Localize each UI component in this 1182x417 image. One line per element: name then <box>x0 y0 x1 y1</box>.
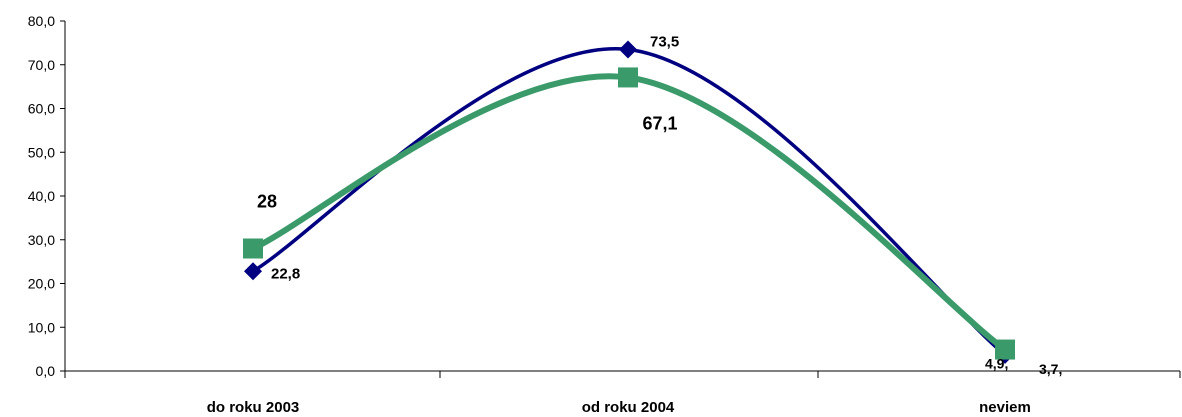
y-tick-label: 80,0 <box>28 13 55 29</box>
y-tick-label: 0,0 <box>36 363 56 379</box>
series-lines <box>250 47 1008 357</box>
y-tick-label: 60,0 <box>28 101 55 117</box>
series-a-data-label: 3,7, <box>1039 361 1062 377</box>
series-a-point <box>619 40 637 59</box>
x-tick-label: do roku 2003 <box>207 399 300 416</box>
series-a-line <box>251 47 1007 357</box>
x-tick-label: od roku 2004 <box>582 399 675 416</box>
series-b-data-label: 67,1 <box>642 113 677 133</box>
y-tick-label: 50,0 <box>28 144 55 160</box>
series-a-data-label: 73,5 <box>650 33 679 50</box>
markers <box>243 40 1015 364</box>
series-a-point <box>244 262 262 281</box>
series-b-point <box>618 67 638 88</box>
data-labels: 22,8 73,5 3,7, 28 67,1 4,9, <box>257 33 1062 376</box>
series-b-data-label: 4,9, <box>985 356 1008 372</box>
axes: 0,0 10,0 20,0 30,0 40,0 50,0 60,0 70,0 80,0 do ro… <box>28 13 1181 416</box>
series-b-point <box>243 238 263 259</box>
y-tick-label: 30,0 <box>28 232 55 248</box>
y-tick-label: 10,0 <box>28 319 55 335</box>
series-b-line <box>250 73 1008 353</box>
series-b-point <box>995 339 1015 360</box>
y-tick-label: 70,0 <box>28 57 55 73</box>
series-a-data-label: 22,8 <box>271 265 300 282</box>
x-tick-label: neviem <box>979 399 1031 416</box>
y-tick-label: 40,0 <box>28 188 55 204</box>
y-tick-label: 20,0 <box>28 276 55 292</box>
series-b-data-label: 28 <box>257 192 277 212</box>
